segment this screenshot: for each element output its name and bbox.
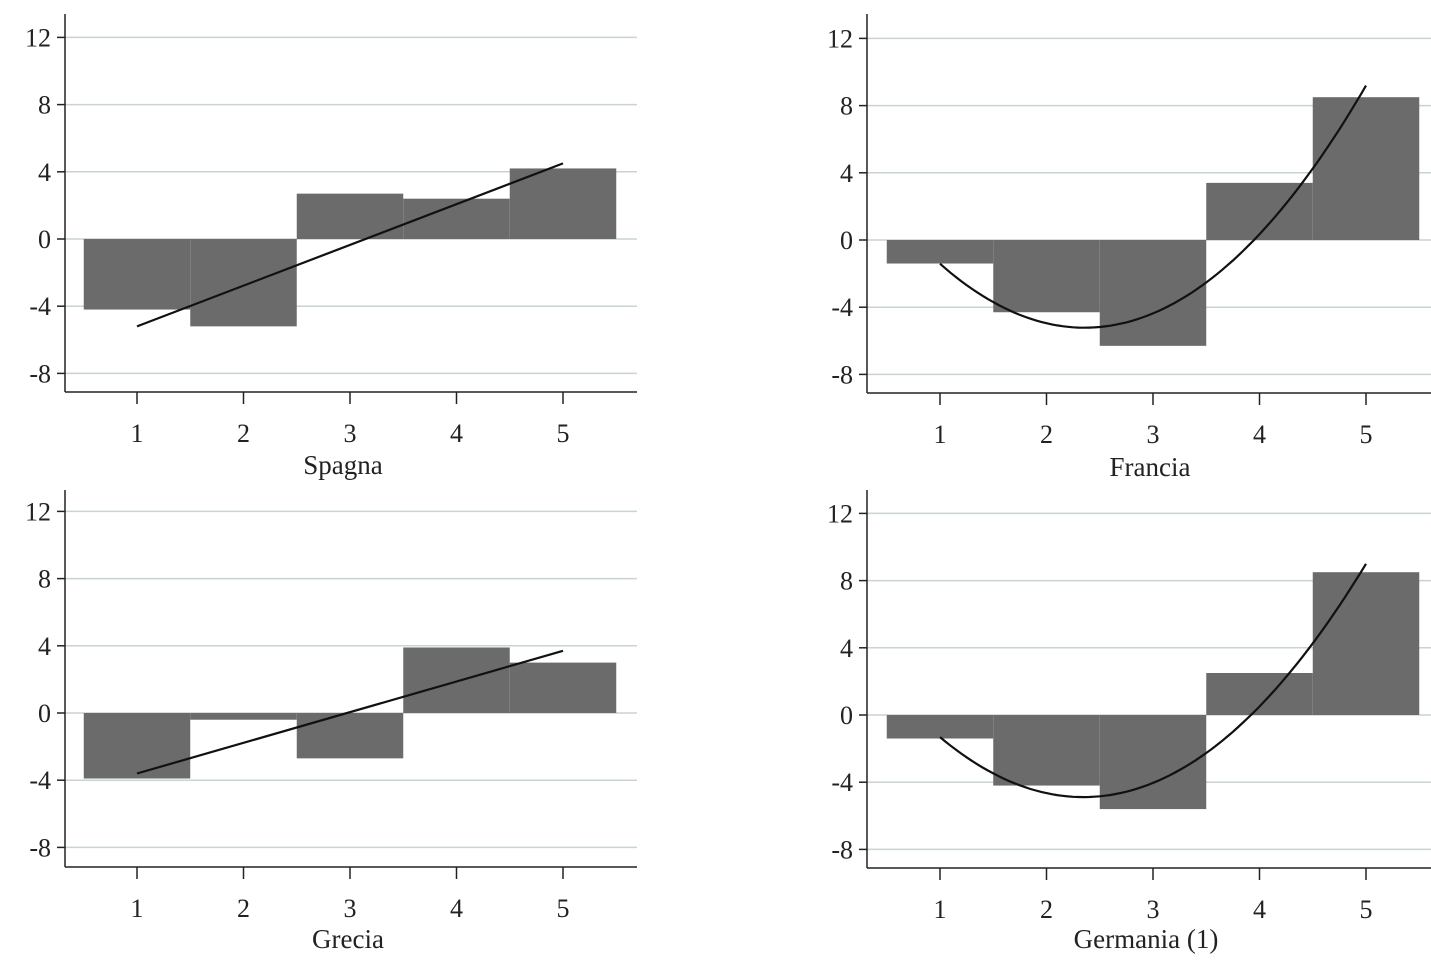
francia-bar-1 (886, 240, 994, 264)
germania-bar-4 (1206, 673, 1313, 715)
francia-ytick-label: 12 (827, 24, 853, 53)
spagna-ytick-label: 0 (38, 225, 51, 254)
spagna-bar-5 (509, 168, 617, 239)
grecia-ytick-label: 8 (38, 565, 51, 594)
spagna-ytick-label: 12 (25, 23, 51, 52)
spagna-bar-1 (83, 239, 191, 310)
spagna-xtick-label: 3 (344, 419, 357, 448)
panel-title-spagna: Spagna (303, 450, 383, 480)
grecia-ytick-label: 4 (38, 632, 51, 661)
germania-ytick-label: 12 (827, 499, 853, 528)
spagna-bar-2 (190, 239, 297, 327)
francia-ytick-label: 8 (840, 92, 853, 121)
spagna-trend-line (136, 162, 564, 328)
spagna-xtick-label: 2 (237, 419, 250, 448)
germania-xtick-label: 5 (1360, 895, 1373, 924)
francia-ytick-label: 0 (840, 226, 853, 255)
francia-xtick-label: 1 (934, 420, 947, 449)
germania-ytick-label: 8 (840, 567, 853, 596)
francia-xtick-label: 2 (1040, 420, 1053, 449)
spagna-xtick-label: 1 (131, 419, 144, 448)
grecia-bar-2 (190, 713, 297, 720)
spagna-ytick-label: -4 (29, 292, 51, 321)
germania-ytick-label: -8 (831, 835, 853, 864)
germania-xtick-label: 2 (1040, 895, 1053, 924)
germania-xtick-label: 3 (1147, 895, 1160, 924)
grecia-xtick-label: 2 (237, 894, 250, 923)
grecia-trend-line (136, 649, 564, 775)
francia-xtick-label: 4 (1253, 420, 1266, 449)
spagna-ytick-label: -8 (29, 359, 51, 388)
grecia-ytick-label: -8 (29, 833, 51, 862)
francia-xtick-label: 5 (1360, 420, 1373, 449)
grecia-bar-1 (83, 713, 191, 779)
germania-ytick-label: -4 (831, 768, 853, 797)
francia-xtick-label: 3 (1147, 420, 1160, 449)
grecia-xtick-label: 4 (450, 894, 463, 923)
grecia-ytick-label: -4 (29, 766, 51, 795)
spagna-ytick-label: 8 (38, 91, 51, 120)
germania-bar-5 (1312, 572, 1420, 715)
grecia-bar-5 (509, 662, 617, 713)
grecia-ytick-label: 0 (38, 699, 51, 728)
panel-title-grecia: Grecia (312, 924, 384, 954)
germania-trend-line (939, 563, 1367, 799)
germania-xtick-label: 1 (934, 895, 947, 924)
grecia-xtick-label: 3 (344, 894, 357, 923)
francia-ytick-label: 4 (840, 159, 853, 188)
francia-bar-5 (1312, 97, 1420, 240)
francia-bar-3 (1099, 240, 1207, 346)
spagna-xtick-label: 5 (557, 419, 570, 448)
francia-trend-line (939, 85, 1367, 329)
grecia-bar-3 (296, 713, 404, 759)
germania-bar-1 (886, 715, 994, 739)
germania-ytick-label: 0 (840, 701, 853, 730)
germania-bar-2 (993, 715, 1100, 786)
spagna-ytick-label: 4 (38, 158, 51, 187)
germania-ytick-label: 4 (840, 634, 853, 663)
germania-xtick-label: 4 (1253, 895, 1266, 924)
spagna-bar-3 (296, 193, 404, 239)
grecia-ytick-label: 12 (25, 497, 51, 526)
grecia-bar-4 (403, 647, 510, 713)
grecia-xtick-label: 5 (557, 894, 570, 923)
panel-title-germania: Germania (1) (1073, 924, 1219, 954)
spagna-xtick-label: 4 (450, 419, 463, 448)
francia-bar-2 (993, 240, 1100, 313)
grecia-xtick-label: 1 (131, 894, 144, 923)
francia-ytick-label: -8 (831, 360, 853, 389)
francia-ytick-label: -4 (831, 293, 853, 322)
panel-title-francia: Francia (1109, 452, 1191, 482)
